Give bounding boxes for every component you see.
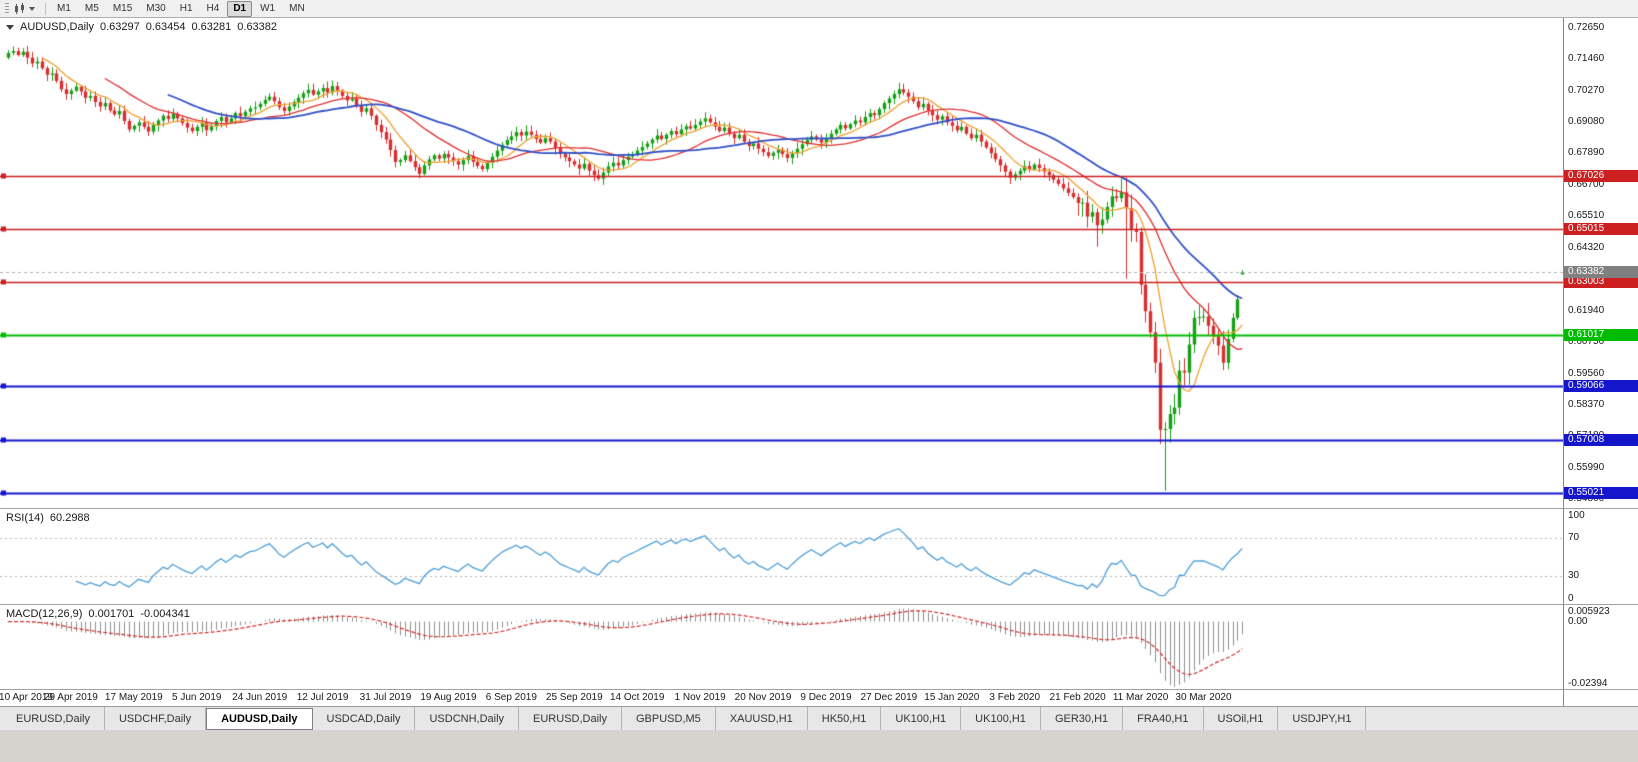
date-axis-label: 30 Mar 2020	[1175, 692, 1232, 703]
price-axis[interactable]: 0.72650 0.71460 0.70270 0.69080 0.67890 0.667…	[1563, 18, 1638, 706]
date-axis-label: 10 Apr 2019	[0, 692, 53, 703]
price-axis-label: 0.58370	[1568, 398, 1605, 410]
chart-tab-bar: EURUSD,Daily USDCHF,Daily AUDUSD,Daily USDC…	[0, 706, 1638, 730]
chart-tab-uk100-h1[interactable]: UK100,H1	[961, 707, 1041, 730]
rsi-axis-label: 30	[1568, 570, 1580, 581]
date-axis-label: 15 Jan 2020	[924, 692, 980, 703]
line-price-badge: 0.65015	[1564, 223, 1638, 235]
timeframe-button-h1[interactable]: H1	[179, 2, 193, 14]
timeframe-button-m1[interactable]: M1	[57, 2, 71, 14]
macd-panel: MACD(12,26,9) 0.001701 -0.004341	[0, 605, 1563, 689]
price-axis-label: 0.70270	[1568, 84, 1605, 96]
rsi-axis-label: 100	[1568, 510, 1585, 521]
date-axis-label: 29 Apr 2019	[43, 692, 98, 703]
line-price-badge: 0.55021	[1564, 487, 1638, 499]
timeframe-button-d1[interactable]: D1	[227, 0, 253, 17]
chart-tab-ger30-h1[interactable]: GER30,H1	[1041, 707, 1124, 730]
price-chart-canvas[interactable]	[0, 18, 1563, 508]
chart-tab-audusd-daily[interactable]: AUDUSD,Daily	[206, 708, 313, 730]
date-axis-label: 5 Jun 2019	[172, 692, 222, 703]
chart-window: AUDUSD,Daily 0.63297 0.63454 0.63281 0.6…	[0, 18, 1638, 706]
timeframe-button-w1[interactable]: W1	[260, 2, 276, 14]
macd-canvas[interactable]	[0, 605, 1563, 689]
price-axis-label: 0.67890	[1568, 147, 1605, 159]
date-axis-label: 25 Sep 2019	[545, 692, 603, 703]
price-axis-label: 0.55990	[1568, 461, 1605, 473]
current-price-badge: 0.63382	[1564, 266, 1638, 278]
date-axis-label: 17 May 2019	[104, 692, 163, 703]
date-axis-label: 1 Nov 2019	[674, 692, 726, 703]
toolbar-drag-handle[interactable]	[5, 2, 9, 15]
panel-separator[interactable]	[0, 508, 1563, 509]
panel-separator	[0, 689, 1563, 690]
line-price-badge: 0.67026	[1564, 170, 1638, 182]
line-price-badge: 0.61017	[1564, 329, 1638, 341]
timeframe-button-m30[interactable]: M30	[146, 2, 166, 14]
date-axis-label: 9 Dec 2019	[800, 692, 852, 703]
chart-tab-xauusd-h1[interactable]: XAUUSD,H1	[716, 707, 808, 730]
price-axis-label: 0.61940	[1568, 304, 1605, 316]
price-panel: AUDUSD,Daily 0.63297 0.63454 0.63281 0.6…	[0, 18, 1563, 508]
date-axis-label: 27 Dec 2019	[860, 692, 918, 703]
price-axis-label: 0.66700	[1568, 178, 1605, 190]
rsi-canvas[interactable]	[0, 509, 1563, 604]
price-axis-label: 0.60750	[1568, 336, 1605, 348]
period-toolbar: M1 M5 M15 M30 H1 H4 D1 W1 MN	[0, 0, 1638, 18]
line-price-badge: 0.57008	[1564, 434, 1638, 446]
rsi-axis-label: 0	[1568, 593, 1574, 604]
date-axis-label: 3 Feb 2020	[989, 692, 1041, 703]
panel-separator[interactable]	[0, 604, 1563, 605]
price-axis-label: 0.71460	[1568, 53, 1605, 65]
timeframe-button-m15[interactable]: M15	[112, 2, 133, 14]
date-axis-label: 19 Aug 2019	[420, 692, 477, 703]
chart-tab-eurusd-daily[interactable]: EURUSD,Daily	[519, 707, 622, 730]
chart-tab-uk100-h1[interactable]: UK100,H1	[881, 707, 962, 730]
rsi-axis-label: 70	[1568, 532, 1580, 543]
price-axis-label: 0.65510	[1568, 210, 1605, 222]
price-axis-label: 0.69080	[1568, 116, 1605, 128]
date-axis-label: 20 Nov 2019	[734, 692, 792, 703]
timeframe-button-h4[interactable]: H4	[206, 2, 220, 14]
chart-tab-usdcad-daily[interactable]: USDCAD,Daily	[313, 707, 416, 730]
macd-axis-label: -0.02394	[1568, 678, 1608, 689]
chevron-down-icon[interactable]	[29, 6, 35, 11]
rsi-panel: RSI(14) 60.2988	[0, 509, 1563, 604]
line-price-badge: 0.59066	[1564, 380, 1638, 392]
status-strip	[0, 730, 1638, 762]
date-axis-label: 12 Jul 2019	[296, 692, 349, 703]
line-price-badge: 0.63003	[1564, 276, 1638, 288]
date-axis-label: 24 Jun 2019	[232, 692, 288, 703]
date-axis-label: 31 Jul 2019	[359, 692, 412, 703]
price-axis-label: 0.64320	[1568, 241, 1605, 253]
chart-tab-fra40-h1[interactable]: FRA40,H1	[1123, 707, 1204, 730]
timeframe-button-mn[interactable]: MN	[289, 2, 305, 14]
macd-axis-label: 0.005923	[1568, 606, 1610, 617]
chart-tab-gbpusd-m5[interactable]: GBPUSD,M5	[622, 707, 716, 730]
toolbar-separator	[45, 2, 46, 15]
date-axis[interactable]: 10 Apr 2019 29 Apr 2019 17 May 2019 5 Jun 2…	[0, 690, 1563, 706]
price-axis-label: 0.59560	[1568, 367, 1605, 379]
chart-tab-usoil-h1[interactable]: USOil,H1	[1204, 707, 1279, 730]
chart-tab-usdjpy-h1[interactable]: USDJPY,H1	[1278, 707, 1367, 730]
date-axis-label: 21 Feb 2020	[1049, 692, 1106, 703]
chart-tab-hk50-h1[interactable]: HK50,H1	[808, 707, 882, 730]
candlestick-chart-icon[interactable]	[13, 2, 26, 15]
axis-separator	[1564, 689, 1638, 690]
date-axis-label: 14 Oct 2019	[609, 692, 665, 703]
axis-separator	[1564, 508, 1638, 509]
chart-tab-usdchf-daily[interactable]: USDCHF,Daily	[105, 707, 207, 730]
price-axis-label: 0.72650	[1568, 21, 1605, 33]
date-axis-label: 6 Sep 2019	[485, 692, 537, 703]
date-axis-label: 11 Mar 2020	[1112, 692, 1169, 703]
timeframe-button-m5[interactable]: M5	[84, 2, 99, 14]
chart-tab-usdcnh-daily[interactable]: USDCNH,Daily	[415, 707, 520, 730]
chart-tab-eurusd-daily[interactable]: EURUSD,Daily	[2, 707, 105, 730]
axis-separator	[1564, 604, 1638, 605]
macd-axis-label: 0.00	[1568, 616, 1588, 628]
